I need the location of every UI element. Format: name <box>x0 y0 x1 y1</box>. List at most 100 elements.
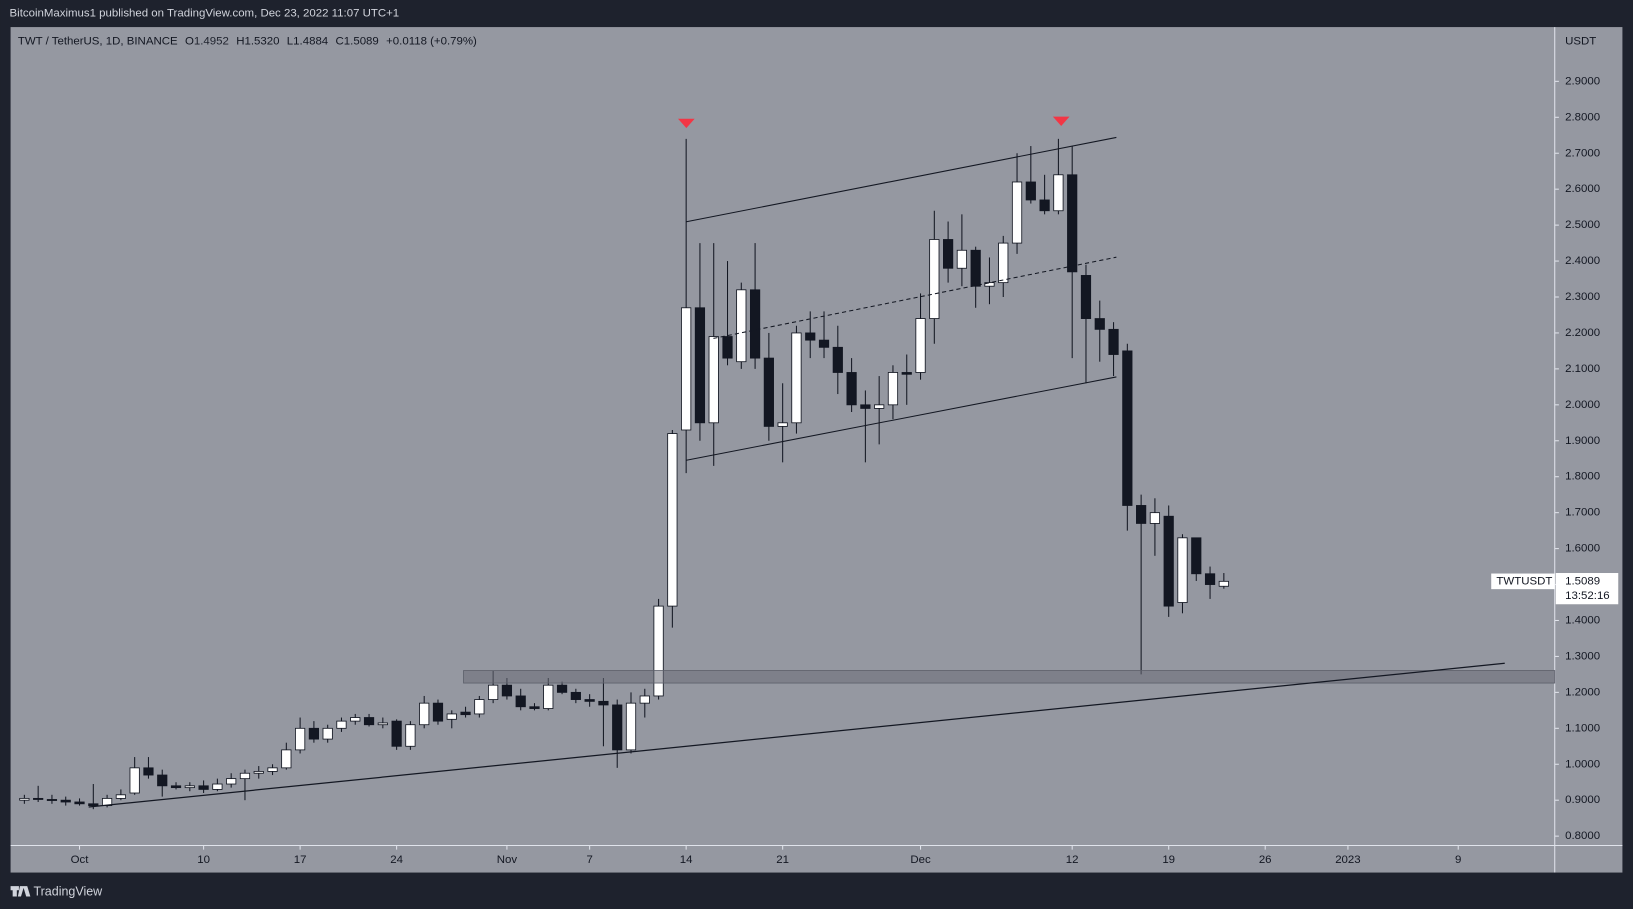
candle-body <box>887 372 899 406</box>
candle-body <box>184 785 195 789</box>
candle-body <box>860 404 871 409</box>
y-tick-label: 1.6000 <box>1565 543 1600 555</box>
candle-body <box>281 749 292 769</box>
y-tick-label: 2.9000 <box>1565 75 1600 87</box>
y-tick-label: 1.3000 <box>1565 650 1600 662</box>
candle-body <box>419 702 430 726</box>
legend-value: 1.5320 <box>244 36 279 48</box>
candle-body <box>529 706 540 709</box>
candle-body <box>749 289 761 359</box>
candle-body <box>818 339 830 348</box>
y-tick-label: 2.4000 <box>1565 255 1600 267</box>
candle-body <box>1039 199 1050 212</box>
candle-body <box>791 332 802 424</box>
price-label: 1.5089 <box>1565 575 1600 587</box>
candle-body <box>350 717 361 722</box>
candle-body <box>460 711 471 716</box>
candle-body <box>212 783 223 790</box>
channel-middle <box>713 256 1117 339</box>
candle-body <box>308 727 320 740</box>
candle-body <box>708 336 719 424</box>
x-tick-label: 26 <box>1259 854 1272 866</box>
candle-body <box>639 695 650 704</box>
top-marker <box>678 118 695 129</box>
candle-body <box>1011 181 1023 244</box>
price-box <box>1555 573 1619 605</box>
candle-body <box>474 699 485 715</box>
candle-body <box>46 799 58 801</box>
candle-body <box>653 605 664 697</box>
candle-body <box>322 727 333 740</box>
candle-body <box>1204 573 1216 585</box>
published-line: BitcoinMaximus1 published on TradingView… <box>10 8 400 20</box>
candle-body <box>19 797 30 801</box>
candle-body <box>1136 505 1147 524</box>
candle-body <box>1218 580 1229 587</box>
candle-body <box>198 785 209 790</box>
symbol-box <box>1491 573 1555 590</box>
candle-body <box>598 700 609 706</box>
candle-body <box>584 699 595 702</box>
candle-body <box>295 727 306 751</box>
y-tick-label: 1.8000 <box>1565 471 1600 483</box>
candle-body <box>1149 512 1161 524</box>
y-tick-label: 2.7000 <box>1565 147 1600 159</box>
x-tick-label: 12 <box>1066 854 1079 866</box>
y-tick-label: 2.3000 <box>1565 291 1600 303</box>
y-tick-label: 2.0000 <box>1565 399 1600 411</box>
candle-body <box>846 372 857 406</box>
candle-body <box>157 774 168 787</box>
support-zone <box>463 670 1556 684</box>
candle-body <box>667 433 678 607</box>
candle-body <box>1163 515 1174 607</box>
y-tick-label: 2.5000 <box>1565 219 1600 231</box>
x-tick-label: Oct <box>71 854 90 866</box>
y-tick-label: 0.9000 <box>1565 794 1600 806</box>
chart-pane <box>10 27 1623 873</box>
brand-logo <box>10 886 31 897</box>
candle-body <box>336 720 347 729</box>
candle-body <box>736 289 747 363</box>
candles <box>19 138 1229 810</box>
candle-body <box>1080 275 1092 319</box>
candle-body <box>1177 537 1188 603</box>
x-tick-label: 17 <box>294 854 307 866</box>
candle-body <box>1053 174 1064 212</box>
brand: TradingView <box>10 885 103 899</box>
candle-body <box>143 767 154 776</box>
countdown-label: 13:52:16 <box>1565 590 1610 602</box>
candle-body <box>115 794 126 799</box>
candle-body <box>405 724 416 747</box>
symbol-label: TWTUSDT <box>1496 575 1552 587</box>
candle-body <box>60 799 71 803</box>
candle-body <box>901 372 912 375</box>
x-tick-label: 10 <box>197 854 210 866</box>
candle-body <box>488 684 499 700</box>
candle-body <box>556 684 568 693</box>
candle-body <box>612 704 623 751</box>
x-tick-label: Nov <box>497 854 518 866</box>
channel-lower <box>686 376 1117 461</box>
candle-body <box>1108 328 1119 355</box>
last-price: TWTUSDT 1.5089 13:52:16 <box>1491 573 1619 605</box>
candle-body <box>763 357 774 427</box>
y-axis-label: USDT <box>1565 36 1596 48</box>
x-tick-label: Dec <box>910 854 931 866</box>
candle-body <box>170 785 182 789</box>
y-tick-label: 1.4000 <box>1565 615 1600 627</box>
candle-body <box>33 797 44 800</box>
candle-body <box>1094 318 1105 330</box>
x-tick-label: 14 <box>680 854 693 866</box>
candle-body <box>253 771 264 774</box>
y-tick-label: 1.9000 <box>1565 435 1600 447</box>
candle-body <box>515 695 526 708</box>
candle-body <box>1025 181 1036 201</box>
y-tick-label: 2.6000 <box>1565 183 1600 195</box>
candle-body <box>998 242 1009 284</box>
y-tick-label: 1.1000 <box>1565 722 1600 734</box>
x-tick-label: 19 <box>1162 854 1175 866</box>
channel-upper <box>686 136 1117 223</box>
candle-body <box>267 767 278 772</box>
candle-body <box>74 801 85 805</box>
legend-change: +0.0118 (+0.79%) <box>386 36 477 48</box>
